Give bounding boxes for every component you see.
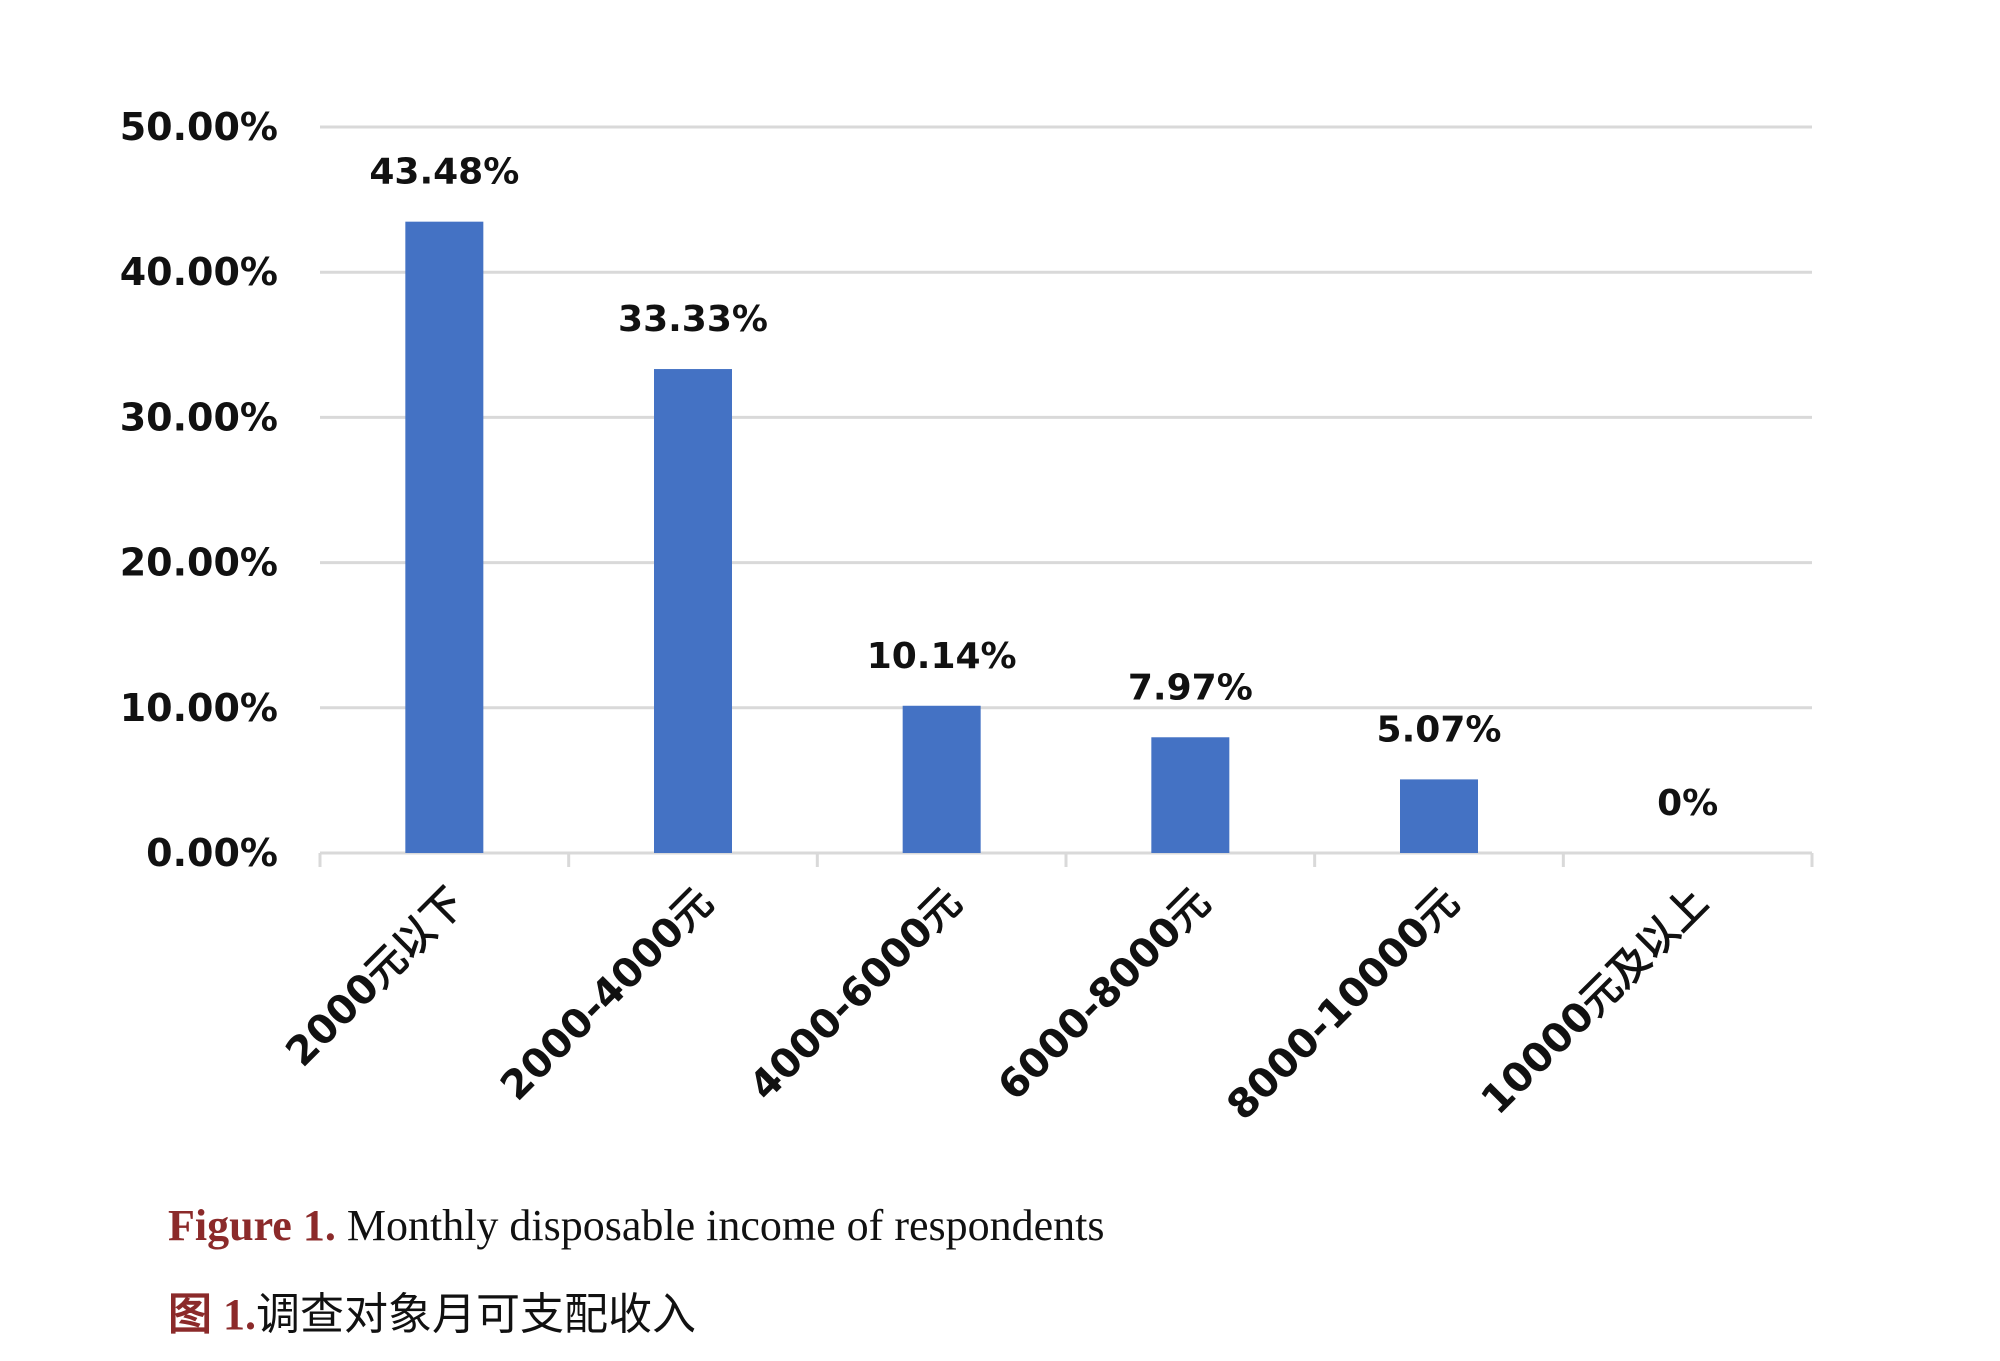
gridlines <box>320 125 1812 710</box>
x-axis <box>318 851 1814 867</box>
figure-caption-en: Figure 1. Monthly disposable income of r… <box>168 1200 1105 1251</box>
bar <box>1400 779 1478 853</box>
data-labels: 43.48% 33.33% 10.14% 7.97% 5.07% 0% <box>369 152 1718 824</box>
data-label: 33.33% <box>618 299 768 340</box>
y-axis-tick-labels: 0.00% 10.00% 20.00% 30.00% 40.00% 50.00% <box>120 105 278 875</box>
figure-caption-en-text: Monthly disposable income of respondents <box>335 1201 1105 1250</box>
data-label: 43.48% <box>369 152 519 193</box>
bar <box>902 705 981 853</box>
figure-caption-zh-text: 调查对象月可支配收入 <box>256 1289 696 1340</box>
data-label: 10.14% <box>867 636 1017 677</box>
x-category-label: 2000元以下 <box>277 880 473 1076</box>
x-category-label: 10000元及以上 <box>1473 880 1717 1124</box>
x-category-label: 6000-8000元 <box>989 880 1219 1110</box>
bar <box>405 221 484 853</box>
y-tick-label: 30.00% <box>120 395 278 439</box>
bar <box>654 369 732 853</box>
x-category-label: 2000-4000元 <box>492 880 722 1110</box>
y-tick-label: 10.00% <box>120 686 278 730</box>
data-label: 5.07% <box>1377 709 1502 750</box>
y-tick-label: 40.00% <box>120 250 278 294</box>
bars <box>405 221 1478 853</box>
bar <box>1151 737 1230 853</box>
data-label: 7.97% <box>1128 667 1253 708</box>
y-tick-label: 0.00% <box>146 831 278 875</box>
figure-number-en: Figure 1. <box>168 1201 336 1250</box>
y-tick-label: 20.00% <box>120 541 278 585</box>
x-category-label: 4000-6000元 <box>741 880 971 1110</box>
x-category-label: 8000-10000元 <box>1218 880 1468 1130</box>
figure-caption-zh: 图 1.调查对象月可支配收入 <box>168 1278 696 1342</box>
data-label: 0% <box>1657 783 1718 824</box>
category-labels: 2000元以下 2000-4000元 4000-6000元 6000-8000元800… <box>277 880 1716 1130</box>
figure-number-zh: 图 1. <box>168 1290 256 1339</box>
y-tick-label: 50.00% <box>120 105 278 149</box>
